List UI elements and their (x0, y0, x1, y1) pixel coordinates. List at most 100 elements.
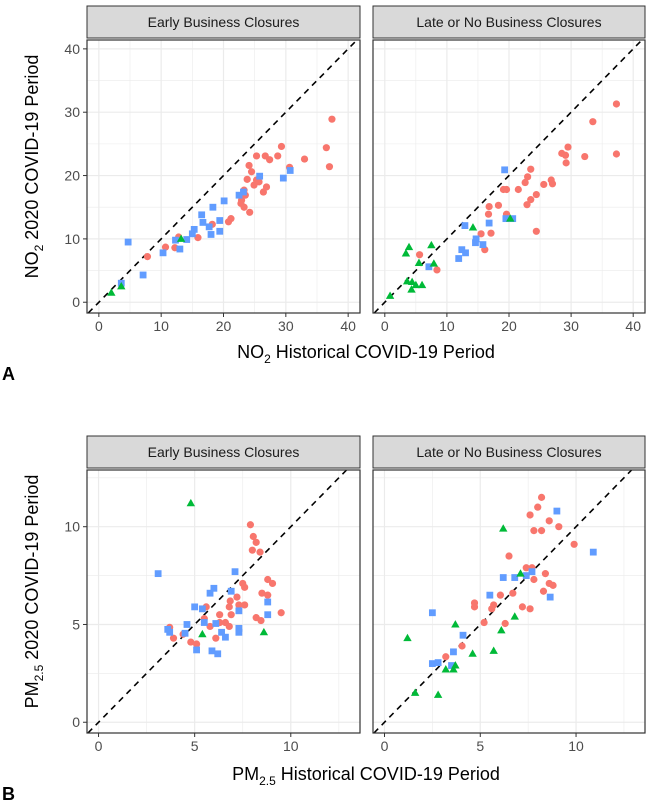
data-point-square (502, 215, 510, 223)
panel-border (86, 469, 361, 734)
data-point-square (462, 249, 469, 257)
data-point-square (256, 172, 264, 180)
x-tick-label: 5 (191, 738, 199, 754)
data-point-square (235, 628, 243, 636)
data-point-triangle (433, 690, 443, 698)
data-point-circle (212, 634, 220, 642)
data-point-circle (224, 218, 233, 226)
data-point-circle (300, 155, 309, 163)
data-point-triangle (385, 291, 395, 299)
data-point-circle (245, 161, 253, 170)
data-point-circle (264, 591, 272, 599)
data-point-triangle (451, 620, 460, 628)
data-point-square (199, 219, 207, 226)
y-tick-label: 10 (64, 519, 80, 535)
x-tick-label: 10 (153, 318, 169, 334)
x-tick-label: 40 (625, 318, 641, 334)
data-point-square (212, 620, 220, 627)
data-point-square (166, 628, 174, 636)
data-point-square (207, 231, 215, 238)
x-tick-label: 0 (381, 738, 389, 754)
data-point-circle (241, 583, 249, 591)
plot-background (373, 470, 645, 733)
panel-border (372, 469, 646, 734)
data-point-square (428, 660, 436, 667)
data-point-circle (225, 603, 233, 611)
facet-panel: Early Business Closures 0 5 10 0 5 10 (64, 435, 361, 754)
facet-panel: Late or No Business Closures 0 10 20 30 40 (372, 5, 646, 334)
x-axis-title-subscript: 2 (264, 352, 271, 366)
data-point-triangle (410, 688, 420, 696)
data-point-circle (589, 118, 597, 126)
x-axis-title-rest: Historical COVID-19 Period (276, 764, 500, 784)
data-point-circle (527, 165, 535, 173)
data-point-square (235, 191, 243, 199)
data-point-square (264, 611, 272, 619)
data-point-square (216, 217, 224, 224)
y-tick-label: 5 (72, 616, 80, 632)
reference-line-identity (87, 39, 358, 314)
data-point-square (511, 574, 519, 581)
data-point-circle (537, 493, 546, 501)
facet-strip (86, 435, 361, 469)
data-point-square (214, 650, 222, 658)
data-point-circle (325, 163, 334, 171)
data-point-triangle (402, 276, 412, 285)
x-tick-label: 20 (501, 318, 517, 334)
data-point-circle (187, 638, 195, 646)
data-point-circle (555, 523, 563, 531)
data-point-circle (505, 552, 513, 560)
data-point-triangle (401, 249, 411, 257)
data-point-square (264, 598, 272, 606)
data-point-square (425, 263, 433, 271)
y-axis-title-rest: 2020 COVID-19 Period (22, 475, 42, 665)
y-axis-title: NO2 2020 COVID-19 Period (22, 55, 46, 279)
data-point-square (209, 203, 217, 211)
data-point-circle (534, 503, 542, 511)
data-point-circle (532, 227, 540, 235)
data-point-triangle (107, 288, 116, 296)
data-point-triangle (117, 281, 126, 290)
data-point-triangle (414, 258, 424, 266)
panel-letter: B (2, 784, 15, 804)
data-point-circle (494, 201, 503, 209)
data-point-circle (169, 634, 178, 642)
facet-title: Late or No Business Closures (416, 444, 601, 460)
data-point-circle (143, 253, 152, 261)
data-point-circle (161, 243, 170, 251)
data-point-square (227, 587, 235, 595)
data-point-square (176, 245, 184, 253)
facet-title: Early Business Closures (148, 14, 300, 30)
data-point-circle (548, 180, 557, 188)
data-point-square (188, 230, 196, 238)
y-axis-title-rest: 2020 COVID-19 Period (22, 55, 42, 245)
data-point-square (154, 570, 162, 578)
data-point-square (159, 249, 167, 257)
data-point-square (448, 662, 455, 669)
data-point-circle (256, 548, 264, 556)
data-point-circle (485, 202, 493, 211)
data-point-triangle (427, 240, 436, 249)
data-point-circle (527, 196, 535, 204)
x-tick-label: 0 (381, 318, 389, 334)
data-point-circle (509, 589, 517, 597)
data-point-circle (526, 511, 534, 519)
facet-strip (372, 435, 646, 469)
data-point-square (205, 223, 213, 231)
y-tick-label: 0 (72, 294, 80, 310)
x-tick-label: 5 (476, 738, 484, 754)
data-point-circle (526, 605, 534, 613)
data-point-square (279, 174, 287, 182)
data-point-square (231, 568, 239, 576)
data-point-circle (240, 203, 248, 211)
x-tick-label: 30 (278, 318, 294, 334)
data-point-triangle (429, 259, 439, 267)
y-axis-title: PM2.5 2020 COVID-19 Period (22, 475, 46, 709)
data-point-circle (612, 150, 621, 158)
facet-panel: Late or No Business Closures 0 5 10 (372, 435, 646, 754)
data-point-circle (564, 143, 572, 151)
facet-title: Early Business Closures (148, 444, 300, 460)
data-point-square (200, 619, 208, 626)
facet-strip (86, 5, 361, 39)
data-point-circle (243, 175, 251, 183)
